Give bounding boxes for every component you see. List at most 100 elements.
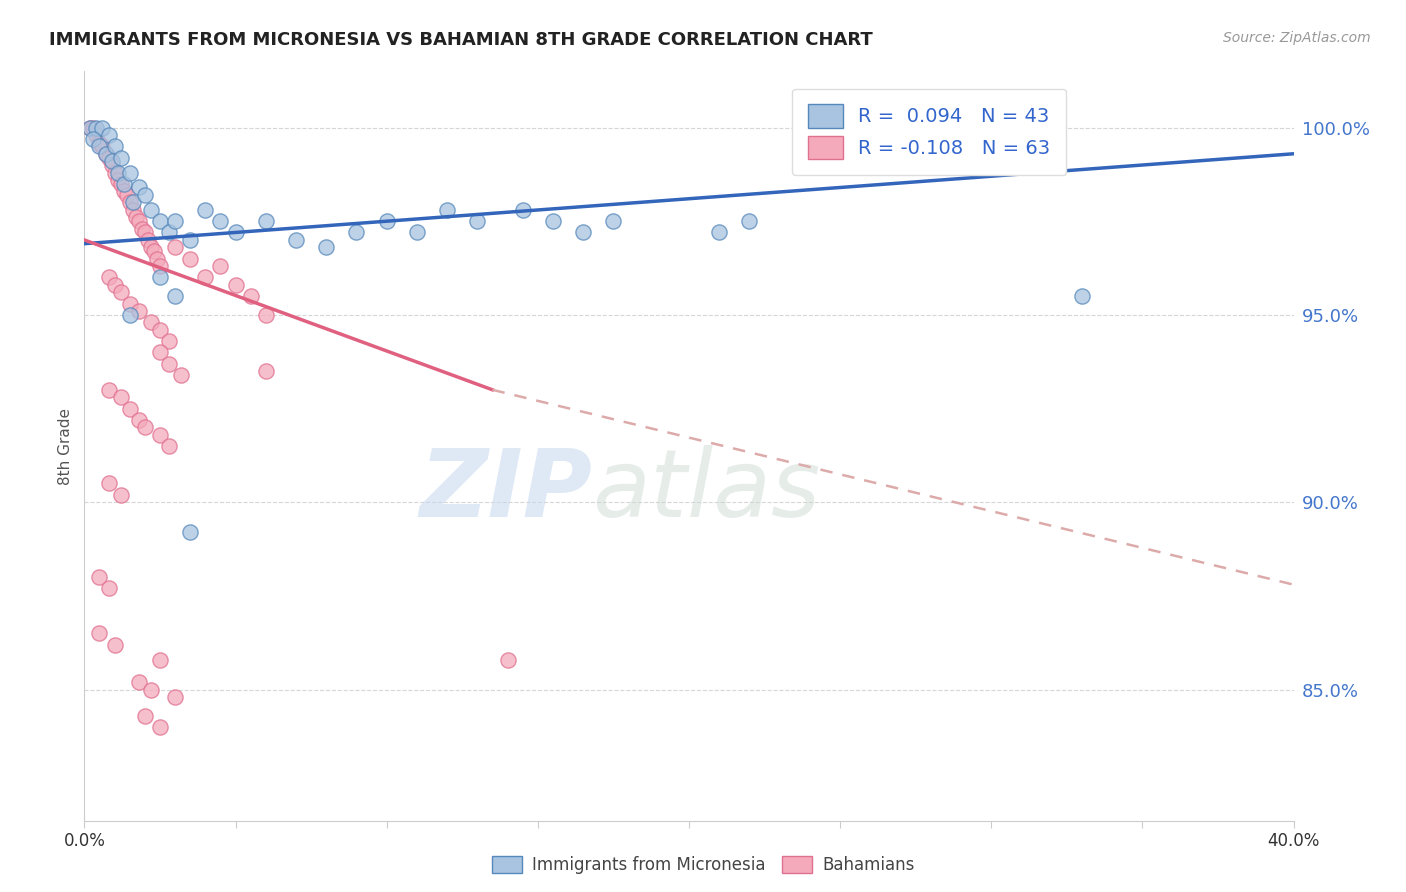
- Point: [94, 146, 117, 161]
- Point: [165, 214, 187, 228]
- Point: [1071, 289, 1094, 303]
- Point: [82, 120, 104, 135]
- Text: atlas: atlas: [592, 445, 821, 536]
- Point: [79, 120, 101, 135]
- Point: [104, 165, 127, 179]
- Point: [602, 214, 624, 228]
- Point: [285, 233, 308, 247]
- Point: [97, 151, 120, 165]
- Point: [165, 289, 187, 303]
- Point: [118, 195, 141, 210]
- Point: [91, 120, 114, 135]
- Point: [496, 652, 519, 666]
- Point: [134, 708, 156, 723]
- Point: [128, 413, 150, 427]
- Point: [104, 139, 127, 153]
- Point: [179, 525, 201, 540]
- Point: [139, 202, 162, 217]
- Point: [107, 173, 129, 187]
- Point: [315, 240, 337, 254]
- Point: [128, 675, 150, 690]
- Point: [97, 128, 120, 142]
- Point: [97, 383, 120, 397]
- Point: [406, 226, 429, 240]
- Point: [134, 226, 156, 240]
- Point: [436, 202, 458, 217]
- Point: [89, 626, 111, 640]
- Point: [112, 184, 135, 198]
- Point: [139, 315, 162, 329]
- Point: [146, 252, 169, 266]
- Point: [179, 233, 201, 247]
- Point: [100, 154, 122, 169]
- Point: [121, 202, 143, 217]
- Point: [134, 420, 156, 434]
- Point: [254, 364, 277, 378]
- Point: [165, 690, 187, 704]
- Point: [170, 368, 193, 382]
- Text: ZIP: ZIP: [419, 445, 592, 537]
- Point: [738, 214, 761, 228]
- Point: [149, 652, 172, 666]
- Point: [139, 682, 162, 697]
- Point: [572, 226, 595, 240]
- Point: [82, 132, 104, 146]
- Point: [209, 214, 232, 228]
- Point: [94, 146, 117, 161]
- Point: [209, 259, 232, 273]
- Point: [97, 270, 120, 285]
- Point: [128, 304, 150, 318]
- Point: [110, 285, 132, 300]
- Point: [79, 120, 101, 135]
- Point: [107, 165, 129, 179]
- Point: [125, 211, 148, 225]
- Point: [134, 188, 156, 202]
- Point: [97, 476, 120, 491]
- Point: [375, 214, 398, 228]
- Point: [165, 240, 187, 254]
- Point: [225, 226, 247, 240]
- Point: [100, 158, 122, 172]
- Legend: Immigrants from Micronesia, Bahamians: Immigrants from Micronesia, Bahamians: [486, 851, 920, 880]
- Point: [128, 214, 150, 228]
- Y-axis label: 8th Grade: 8th Grade: [58, 408, 73, 484]
- Point: [157, 334, 180, 348]
- Point: [541, 214, 564, 228]
- Point: [149, 345, 172, 359]
- Point: [512, 202, 534, 217]
- Point: [115, 188, 138, 202]
- Point: [104, 277, 127, 292]
- Point: [118, 401, 141, 416]
- Point: [157, 439, 180, 453]
- Point: [110, 488, 132, 502]
- Point: [254, 214, 277, 228]
- Point: [136, 233, 159, 247]
- Point: [118, 308, 141, 322]
- Point: [139, 240, 162, 254]
- Point: [89, 570, 111, 584]
- Point: [467, 214, 489, 228]
- Point: [142, 244, 165, 259]
- Point: [149, 214, 172, 228]
- Point: [91, 139, 114, 153]
- Point: [118, 165, 141, 179]
- Text: IMMIGRANTS FROM MICRONESIA VS BAHAMIAN 8TH GRADE CORRELATION CHART: IMMIGRANTS FROM MICRONESIA VS BAHAMIAN 8…: [49, 31, 873, 49]
- Point: [149, 427, 172, 442]
- Point: [112, 177, 135, 191]
- Point: [157, 226, 180, 240]
- Point: [128, 180, 150, 194]
- Point: [346, 226, 368, 240]
- Point: [110, 390, 132, 404]
- Point: [194, 270, 217, 285]
- Point: [194, 202, 217, 217]
- Text: Source: ZipAtlas.com: Source: ZipAtlas.com: [1223, 31, 1371, 45]
- Point: [149, 259, 172, 273]
- Legend: R =  0.094   N = 43, R = -0.108   N = 63: R = 0.094 N = 43, R = -0.108 N = 63: [793, 88, 1066, 175]
- Point: [225, 277, 247, 292]
- Point: [110, 151, 132, 165]
- Point: [254, 308, 277, 322]
- Point: [149, 270, 172, 285]
- Point: [89, 136, 111, 150]
- Point: [149, 720, 172, 734]
- Point: [121, 195, 143, 210]
